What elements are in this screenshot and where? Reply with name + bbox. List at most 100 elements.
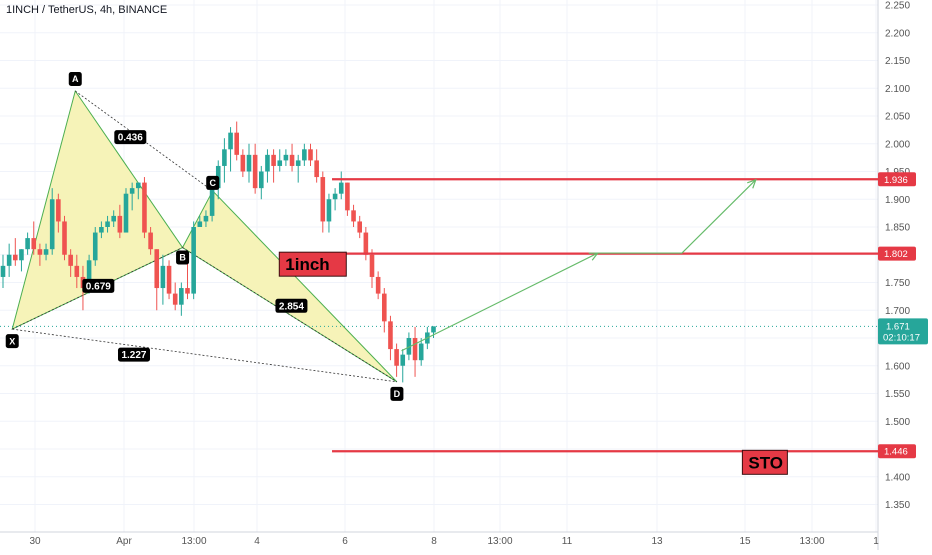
ratio-label: 1.227 [121,350,146,361]
candle-body [25,238,30,250]
candle-body [6,254,12,266]
y-tick-label: 1.850 [885,223,910,234]
candle-body [332,193,338,200]
y-tick-label: 1.600 [885,361,910,372]
ratio-label-bg [114,130,147,145]
candle-body [338,182,344,194]
pattern-point-marker [176,250,190,265]
candle-body [277,160,283,166]
candle-body [31,238,37,250]
projection-arrowhead [747,178,757,189]
candle-body [99,227,104,233]
pattern-point-marker [390,386,404,401]
note-box [741,449,788,475]
candle-body [363,232,369,255]
ratio-label-bg [275,298,308,313]
y-tick-label: 2.000 [885,139,910,150]
candle-body [418,343,424,361]
candle-body [191,227,196,294]
y-tick-label: 1.400 [885,472,910,483]
candle-body [357,221,362,233]
candle-body [302,149,307,161]
y-tick-label: 1.500 [885,417,910,428]
candle-body [74,265,80,277]
projection-path [401,179,757,352]
candle-body [222,149,227,166]
candle-body [185,288,190,294]
harmonic-ratio-line [12,328,397,383]
note-box [278,251,347,277]
candle-body [0,265,6,277]
candle-body [160,265,166,289]
candle-body [92,232,98,261]
harmonic-ratio-line [12,247,183,330]
note-text: STO [748,453,783,472]
note-text: 1inch [285,255,329,274]
candle-body [154,249,160,289]
candle-body [166,265,172,294]
projection-arrowhead [588,252,599,261]
candle-body [388,321,393,350]
x-tick-label: 11 [562,536,573,547]
candle-body [320,177,326,222]
candle-body [351,210,356,222]
candle-body [375,276,381,294]
candles [0,121,436,383]
candle-body [406,338,412,355]
candle-body [68,254,73,266]
x-tick-label: 6 [342,536,348,547]
price-tag-label: 1.446 [884,447,908,458]
candle-body [19,249,24,261]
candle-body [56,199,61,222]
y-tick-label: 1.750 [885,278,910,289]
candle-body [271,154,276,166]
candle-body [394,349,399,366]
y-tick-label: 2.100 [885,84,910,95]
candle-body [400,354,406,366]
candle-body [37,249,43,255]
candle-body [369,254,375,277]
ratio-label: 2.854 [279,301,304,312]
candle-body [295,160,301,166]
price-tag-label: 1.802 [884,249,908,260]
price-tag-bg [878,172,916,187]
candle-body [382,293,387,322]
last-price-tag-bg [878,318,928,345]
x-tick-label: 4 [254,536,260,547]
candle-body [265,154,270,172]
candle-body [209,188,215,216]
pattern-point-label: A [72,74,79,84]
pattern-point-label: D [394,389,401,399]
candle-body [197,221,203,227]
y-tick-label: 2.250 [885,1,910,12]
grid-lines [0,0,878,532]
candle-body [105,221,110,227]
candle-body [203,215,209,222]
x-tick-label: 8 [431,536,437,547]
candle-body [240,154,246,172]
candle-body [49,199,55,250]
candle-body [117,215,123,233]
price-tag-label: 1.936 [884,175,908,186]
candle-body [252,154,258,189]
candle-body [111,215,116,222]
ratio-label-bg [82,278,115,293]
candle-body [308,149,313,161]
x-tick-label: 13:00 [799,536,824,547]
candle-body [43,249,49,255]
candle-body [86,260,92,289]
x-tick-label: 13 [651,536,663,547]
y-tick-label: 1.550 [885,389,910,400]
x-tick-label: 13:00 [181,536,206,547]
ratio-label-bg [117,347,150,362]
candle-body [142,182,147,233]
pattern-point-label: C [209,178,216,188]
candle-body [148,232,153,250]
x-tick-label: 13:00 [487,536,512,547]
candle-body [136,182,141,189]
candle-body [259,171,264,189]
y-tick-label: 2.150 [885,56,910,67]
y-tick-label: 2.200 [885,28,910,39]
